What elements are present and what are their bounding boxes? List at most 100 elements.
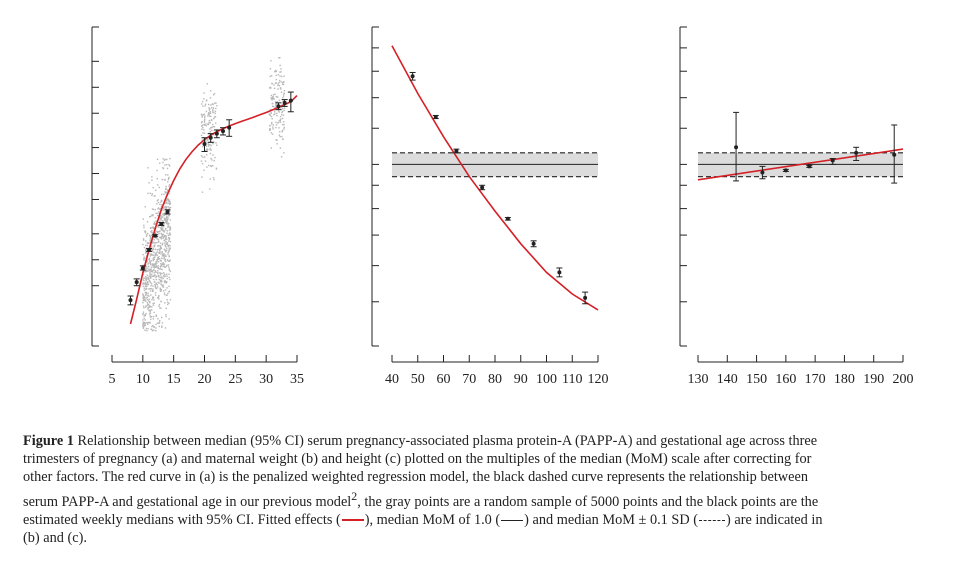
sample-point (152, 288, 154, 290)
sample-point (160, 246, 162, 248)
sample-point (159, 242, 162, 244)
sample-point (165, 229, 167, 231)
sample-point (154, 232, 157, 234)
sample-point (161, 265, 163, 267)
sample-point (153, 302, 155, 304)
sample-point (155, 287, 157, 289)
sample-point (158, 232, 160, 235)
sample-point (144, 322, 146, 325)
sample-point (162, 290, 165, 292)
median-point (128, 298, 133, 303)
sample-point (213, 92, 216, 95)
sample-point (163, 179, 166, 181)
sample-point (279, 115, 282, 118)
sample-point (213, 102, 216, 104)
sample-point (167, 292, 169, 295)
sample-point (165, 237, 167, 239)
sample-point (275, 82, 278, 84)
sample-point (156, 178, 158, 180)
caption-line-1: Relationship between median (95% CI) ser… (77, 433, 818, 449)
sample-point (212, 109, 214, 111)
sample-point (158, 276, 160, 278)
sample-point (273, 113, 275, 116)
fit-curve-line (129, 95, 298, 325)
sample-point (154, 270, 157, 272)
sample-point (150, 246, 152, 248)
sample-point (155, 189, 157, 192)
x-tick-label: 100 (536, 372, 557, 387)
sample-point (272, 105, 275, 108)
sample-point (148, 258, 150, 261)
sample-point (168, 199, 171, 201)
sample-point (153, 258, 155, 261)
sample-point (159, 208, 161, 210)
sample-point (145, 297, 147, 299)
sample-point (166, 221, 168, 223)
sample-point (167, 234, 169, 237)
sample-point (158, 321, 161, 323)
sample-point (160, 253, 162, 255)
sample-point (156, 158, 159, 161)
sample-point (155, 212, 157, 215)
sample-point (154, 244, 156, 246)
sample-point (148, 257, 151, 260)
sample-point (152, 226, 154, 228)
sample-point (142, 319, 144, 321)
sample-point (152, 257, 154, 260)
sample-point (280, 81, 282, 83)
sample-point (156, 262, 158, 264)
sample-point (155, 237, 157, 240)
sample-point (142, 264, 144, 267)
sample-point (160, 204, 163, 206)
sample-point (165, 243, 167, 246)
sample-point (150, 275, 152, 277)
sample-point (153, 245, 155, 247)
median-point (288, 98, 293, 103)
sample-point (166, 198, 168, 201)
sample-point (153, 223, 156, 225)
sample-point (146, 301, 148, 304)
sample-point (168, 249, 170, 252)
sample-point (162, 284, 164, 286)
sample-point (164, 220, 167, 222)
sample-point (142, 285, 144, 287)
sample-point (205, 145, 208, 148)
sample-point (160, 214, 162, 217)
median-point (214, 131, 219, 136)
sample-point (155, 315, 158, 318)
sample-point (148, 268, 150, 270)
sample-point (165, 314, 167, 316)
sample-point (157, 208, 159, 210)
sample-point (278, 111, 281, 113)
sample-point (149, 262, 151, 264)
sample-point (146, 241, 149, 244)
sample-point (155, 323, 157, 326)
sample-point (270, 94, 273, 97)
sample-point (150, 268, 152, 270)
sample-point (275, 69, 277, 72)
sample-point (144, 231, 147, 234)
sample-point (154, 248, 156, 251)
sample-point (280, 91, 283, 93)
sample-point (158, 294, 160, 297)
sample-point (208, 113, 210, 116)
sample-point (272, 126, 274, 128)
sample-point (162, 207, 165, 209)
sample-point (169, 298, 172, 301)
sample-point (162, 263, 165, 266)
sample-point (149, 238, 152, 240)
sample-point (167, 253, 169, 256)
sample-point (144, 291, 147, 294)
median-point (892, 152, 897, 157)
sample-point (164, 242, 166, 244)
sample-point (152, 208, 154, 211)
x-tick-label: 50 (411, 372, 425, 387)
sample-point (209, 152, 212, 155)
sample-point (152, 302, 154, 305)
sample-point (165, 307, 167, 309)
sample-point (211, 129, 213, 132)
sample-point (160, 262, 162, 265)
x-tick-label: 80 (488, 372, 502, 387)
sample-point (210, 165, 213, 168)
x-tick-label: 40 (385, 372, 399, 387)
